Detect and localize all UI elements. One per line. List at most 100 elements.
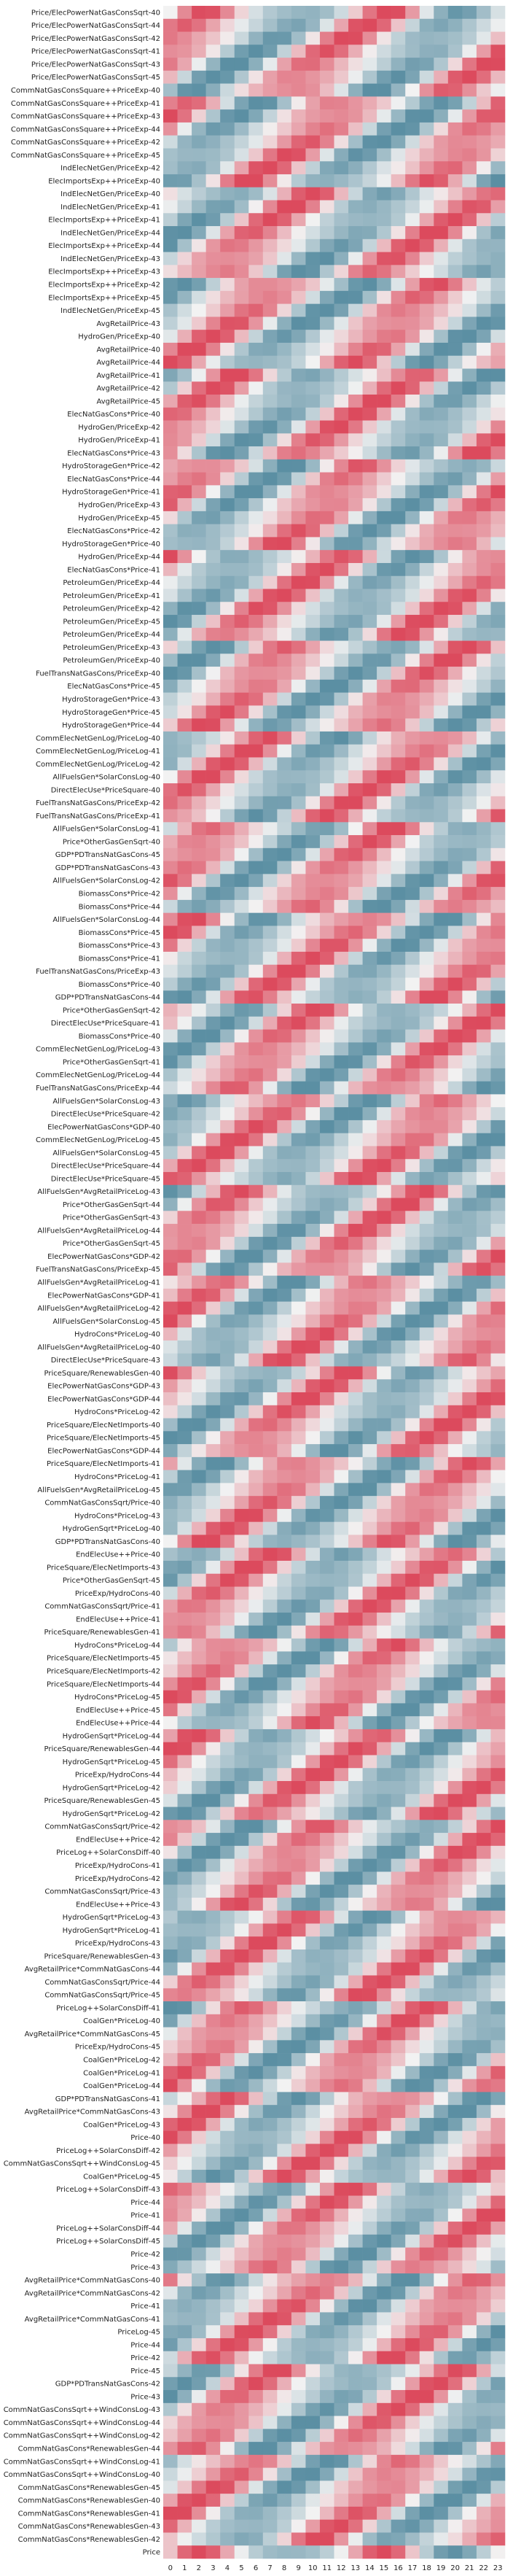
heatmap-cell [192, 2182, 206, 2196]
heatmap-cell [391, 2130, 406, 2144]
heatmap-cell [319, 2053, 334, 2067]
heatmap-cell [362, 290, 377, 304]
heatmap-cell [377, 83, 391, 97]
heatmap-cell [220, 1068, 235, 1082]
heatmap-cell [405, 1418, 420, 1432]
heatmap-cell [262, 1042, 278, 1056]
heatmap-cell [163, 1392, 178, 1406]
heatmap-cell [277, 1456, 292, 1470]
heatmap-cell [348, 1470, 363, 1483]
heatmap-cell [319, 1444, 334, 1458]
row-tick-label: IndElecNetGen/PriceExp-42 [60, 165, 160, 173]
heatmap-cell [291, 1120, 306, 1133]
heatmap-cell [192, 2545, 206, 2559]
row-tick-label: PriceLog++SolarConsDiff-40 [56, 1849, 160, 1857]
heatmap-cell [177, 874, 192, 888]
heatmap-cell [192, 1379, 206, 1393]
heatmap-cell [177, 1314, 192, 1328]
heatmap-cell [205, 278, 221, 292]
heatmap-cell [262, 1962, 278, 1976]
heatmap-cell [248, 446, 264, 460]
row-tick-label: FuelTransNatGasCons/PriceExp-41 [36, 812, 160, 820]
heatmap-cell [177, 368, 192, 382]
heatmap-cell [234, 1340, 249, 1354]
heatmap-cell [192, 847, 206, 861]
heatmap-cell [419, 1120, 434, 1133]
heatmap-cell [319, 1483, 334, 1497]
heatmap-cell [462, 317, 477, 330]
heatmap-cell [205, 2429, 221, 2443]
heatmap-cell [434, 757, 449, 771]
heatmap-cell [220, 459, 235, 473]
heatmap-cell [462, 1651, 477, 1665]
heatmap-cell [248, 1107, 264, 1121]
heatmap-cell [434, 1249, 449, 1263]
heatmap-cell [391, 1768, 406, 1782]
heatmap-cell [163, 1249, 178, 1263]
heatmap-cell [490, 2299, 506, 2313]
heatmap-cell [462, 1301, 477, 1315]
heatmap-cell [419, 200, 434, 214]
heatmap-cell [419, 2312, 434, 2326]
heatmap-cell [419, 1379, 434, 1393]
heatmap-cell [447, 550, 463, 564]
heatmap-cell [391, 1184, 406, 1198]
heatmap-cell [220, 1586, 235, 1600]
heatmap-cell [447, 122, 463, 136]
heatmap-cell [291, 2014, 306, 2028]
heatmap-cell [462, 1418, 477, 1432]
heatmap-cell [291, 2351, 306, 2364]
heatmap-cell [334, 1392, 349, 1406]
heatmap-cell [220, 1327, 235, 1341]
heatmap-cell [348, 537, 363, 551]
heatmap-cell [419, 1936, 434, 1950]
heatmap-cell [362, 1910, 377, 1924]
heatmap-cell [462, 731, 477, 745]
heatmap-cell [163, 926, 178, 939]
heatmap-cell [220, 1535, 235, 1548]
heatmap-cell [192, 1742, 206, 1756]
heatmap-cell [334, 2377, 349, 2391]
row-tick-label: PetroleumGen/PriceExp-45 [63, 618, 160, 626]
heatmap-cell [177, 1793, 192, 1807]
heatmap-cell [434, 2170, 449, 2184]
heatmap-cell [391, 2027, 406, 2041]
heatmap-cell [391, 640, 406, 654]
heatmap-cell [319, 2182, 334, 2196]
heatmap-cell [234, 213, 249, 227]
heatmap-cell [334, 1755, 349, 1769]
heatmap-cell [490, 1470, 506, 1483]
heatmap-cell [291, 1975, 306, 1989]
heatmap-cell [462, 718, 477, 732]
heatmap-cell [305, 667, 321, 680]
heatmap-cell [319, 731, 334, 745]
heatmap-cell [234, 1236, 249, 1250]
heatmap-cell [234, 1171, 249, 1186]
heatmap-cell [462, 2429, 477, 2443]
heatmap-cell [447, 1276, 463, 1289]
heatmap-cell [447, 1845, 463, 1859]
heatmap-cell [319, 1573, 334, 1587]
heatmap-cell [305, 1871, 321, 1885]
heatmap-cell [291, 485, 306, 499]
heatmap-cell [192, 1107, 206, 1121]
heatmap-cell [319, 977, 334, 991]
heatmap-cell [476, 1004, 491, 1017]
heatmap-cell [476, 1573, 491, 1587]
heatmap-cell [319, 679, 334, 693]
heatmap-cell [462, 2545, 477, 2559]
heatmap-cell [177, 187, 192, 201]
heatmap-cell [163, 899, 178, 913]
heatmap-cell [447, 2053, 463, 2067]
heatmap-cell [277, 796, 292, 810]
heatmap-cell [377, 1535, 391, 1548]
heatmap-cell [291, 1184, 306, 1198]
heatmap-cell [277, 2286, 292, 2300]
heatmap-cell [262, 83, 278, 97]
heatmap-cell [391, 1820, 406, 1834]
heatmap-cell [377, 2195, 391, 2209]
heatmap-cell [305, 939, 321, 953]
heatmap-cell [291, 1353, 306, 1367]
heatmap-cell [220, 2299, 235, 2313]
heatmap-cell [248, 861, 264, 874]
